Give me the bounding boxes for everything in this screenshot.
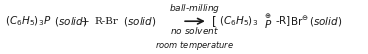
Text: $\it{(solid)}$: $\it{(solid)}$ <box>120 15 157 28</box>
Text: R-Br: R-Br <box>95 17 118 26</box>
Text: $(C_6H_5)_3P$: $(C_6H_5)_3P$ <box>5 14 51 28</box>
Text: $\it{(solid)}$: $\it{(solid)}$ <box>51 15 87 28</box>
Text: $[$: $[$ <box>211 14 217 29</box>
Text: $\it{(solid)}$: $\it{(solid)}$ <box>309 15 343 28</box>
Text: $\overset{\oplus}{P}$: $\overset{\oplus}{P}$ <box>264 12 273 31</box>
Text: $(C_6H_5)_3$: $(C_6H_5)_3$ <box>219 14 259 28</box>
Text: $\mathrm{Br}^{\ominus}$: $\mathrm{Br}^{\ominus}$ <box>290 15 309 28</box>
Text: $\text{-R]}$: $\text{-R]}$ <box>275 14 291 28</box>
Text: $\bf{\it{room\ temperature}}$: $\bf{\it{room\ temperature}}$ <box>155 39 234 52</box>
Text: $+$: $+$ <box>80 16 89 27</box>
Text: $\bf{\it{ball\text{-}milling}}$: $\bf{\it{ball\text{-}milling}}$ <box>169 2 220 15</box>
Text: $\bf{\it{no\ solvent}}$: $\bf{\it{no\ solvent}}$ <box>170 25 220 36</box>
